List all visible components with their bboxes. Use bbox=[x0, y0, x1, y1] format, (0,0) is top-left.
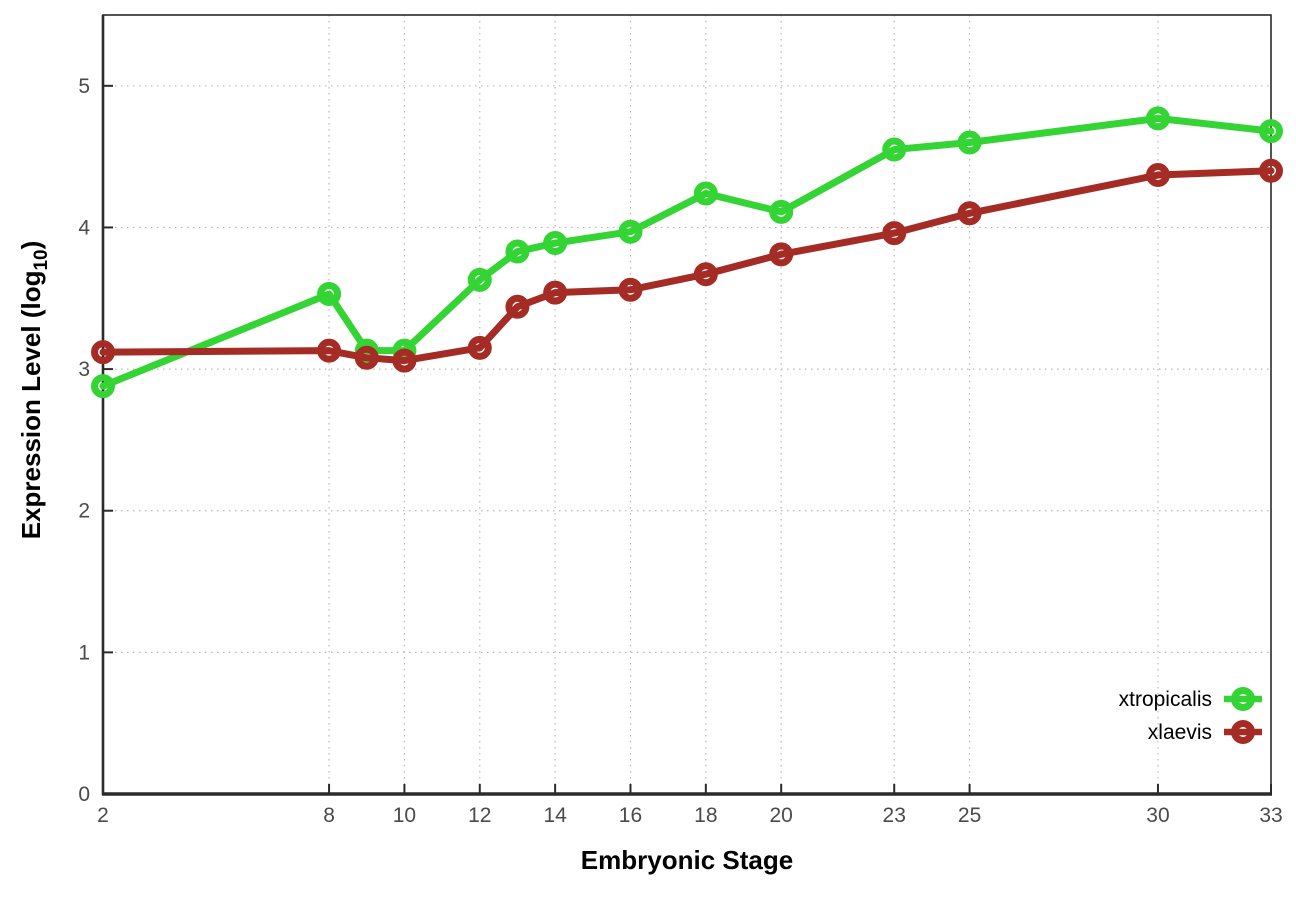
y-tick-label: 2 bbox=[78, 500, 90, 523]
y-axis-title-main: Expression Level (log bbox=[16, 271, 46, 540]
tick-marks bbox=[102, 84, 1272, 795]
data-point-xlaevis bbox=[354, 345, 379, 370]
y-axis-title-end: ) bbox=[16, 241, 46, 250]
legend-item-xtropicalis: xtropicalis bbox=[1119, 687, 1262, 711]
y-tick-label: 3 bbox=[78, 358, 90, 381]
x-tick-label: 23 bbox=[883, 804, 906, 827]
data-point-xlaevis bbox=[618, 277, 643, 302]
data-point-xlaevis bbox=[1145, 163, 1170, 188]
data-point-xlaevis bbox=[505, 294, 530, 319]
x-tick-label: 30 bbox=[1146, 804, 1169, 827]
y-tick-label: 5 bbox=[78, 75, 90, 98]
legend-label-xlaevis: xlaevis bbox=[1148, 721, 1212, 744]
data-point-xtropicalis bbox=[317, 282, 342, 307]
data-point-xlaevis bbox=[317, 338, 342, 363]
x-tick-label: 10 bbox=[393, 804, 416, 827]
x-tick-label: 2 bbox=[97, 804, 109, 827]
legend-label-xtropicalis: xtropicalis bbox=[1119, 688, 1212, 711]
data-point-xlaevis bbox=[91, 340, 115, 365]
data-point-xlaevis bbox=[467, 335, 492, 360]
legend-item-xlaevis: xlaevis bbox=[1148, 720, 1262, 744]
grid-layer bbox=[103, 15, 1271, 794]
data-point-xtropicalis bbox=[882, 137, 907, 162]
data-point-xtropicalis bbox=[1145, 106, 1170, 131]
x-tick-label: 8 bbox=[323, 804, 335, 827]
data-point-xlaevis bbox=[392, 348, 417, 373]
x-tick-label: 25 bbox=[958, 804, 981, 827]
y-tick-label: 1 bbox=[78, 641, 90, 664]
x-tick-label: 18 bbox=[694, 804, 717, 827]
series-line-xtropicalis bbox=[99, 114, 1275, 390]
plot-border bbox=[102, 14, 1272, 795]
x-tick-label: 14 bbox=[543, 804, 567, 827]
data-point-xtropicalis bbox=[957, 130, 982, 155]
y-axis-title: Expression Level (log10) bbox=[16, 241, 52, 540]
legend-sample-marker-xtropicalis bbox=[1231, 687, 1255, 711]
data-point-xtropicalis bbox=[543, 231, 568, 256]
legend-sample-marker-xlaevis bbox=[1231, 720, 1255, 744]
y-tick-label: 4 bbox=[78, 216, 90, 239]
data-point-xtropicalis bbox=[1259, 119, 1283, 144]
data-point-xlaevis bbox=[957, 201, 982, 226]
y-axis-title-subscript: 10 bbox=[31, 249, 52, 270]
data-point-xlaevis bbox=[769, 242, 794, 267]
data-point-xtropicalis bbox=[467, 267, 492, 292]
data-point-xlaevis bbox=[1259, 158, 1283, 183]
y-tick-label: 0 bbox=[78, 783, 90, 806]
x-axis-title: Embryonic Stage bbox=[581, 845, 793, 875]
series-xlaevis bbox=[91, 158, 1283, 373]
x-tick-label: 16 bbox=[619, 804, 642, 827]
plot-frame bbox=[101, 14, 1272, 796]
data-point-xtropicalis bbox=[91, 374, 115, 399]
data-point-xlaevis bbox=[693, 262, 718, 287]
x-tick-label: 12 bbox=[468, 804, 491, 827]
x-tick-label: 33 bbox=[1259, 804, 1282, 827]
data-point-xlaevis bbox=[882, 221, 907, 246]
data-point-xtropicalis bbox=[505, 239, 530, 264]
legend: xtropicalis xlaevis bbox=[1119, 687, 1262, 744]
data-point-xtropicalis bbox=[693, 181, 718, 206]
series-layer bbox=[91, 106, 1283, 399]
data-point-xlaevis bbox=[543, 280, 568, 305]
x-tick-label: 20 bbox=[770, 804, 793, 827]
data-point-xtropicalis bbox=[618, 219, 643, 244]
data-point-xtropicalis bbox=[769, 199, 794, 224]
